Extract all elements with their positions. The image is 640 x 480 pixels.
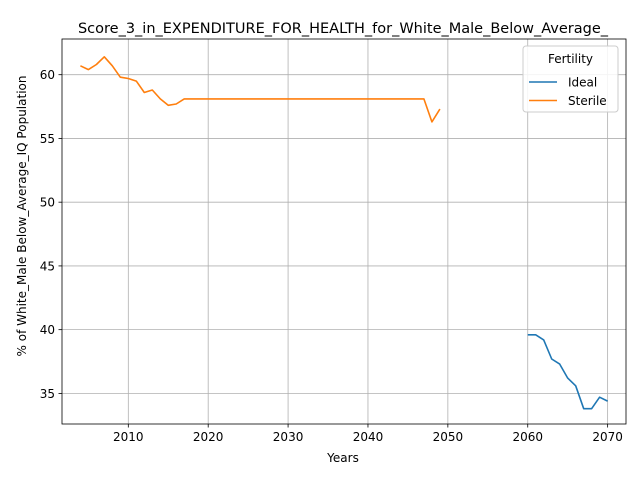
x-axis-label: Years (326, 451, 359, 465)
chart-title: Score_3_in_EXPENDITURE_FOR_HEALTH_for_Wh… (78, 21, 609, 37)
x-tick-label: 2070 (592, 430, 623, 444)
legend-title: Fertility (548, 52, 593, 66)
series-line-ideal (527, 333, 608, 410)
x-tick-label: 2030 (273, 430, 304, 444)
y-tick-label: 40 (40, 323, 55, 337)
x-tick-label: 2020 (193, 430, 224, 444)
y-tick-label: 60 (40, 68, 55, 82)
legend-label-ideal: Ideal (568, 76, 597, 90)
x-tick-label: 2040 (353, 430, 384, 444)
legend: Fertility Ideal Sterile (522, 45, 619, 113)
series-lines (80, 55, 608, 410)
x-axis-ticks: 2010 2020 2030 2040 2050 2060 2070 (113, 424, 623, 444)
plot-frame (61, 38, 627, 425)
legend-box (522, 45, 619, 113)
y-tick-label: 35 (40, 387, 55, 401)
x-tick-label: 2010 (113, 430, 144, 444)
grid-lines (62, 39, 626, 424)
y-axis-label: % of White_Male Below_Average_IQ Populat… (15, 76, 29, 357)
legend-label-sterile: Sterile (568, 94, 607, 108)
y-axis-ticks: 35 40 45 50 55 60 (40, 68, 62, 401)
series-line-sterile (80, 55, 441, 123)
x-tick-label: 2050 (433, 430, 464, 444)
y-tick-label: 45 (40, 259, 55, 273)
x-tick-label: 2060 (512, 430, 543, 444)
y-tick-label: 50 (40, 196, 55, 210)
y-tick-label: 55 (40, 132, 55, 146)
